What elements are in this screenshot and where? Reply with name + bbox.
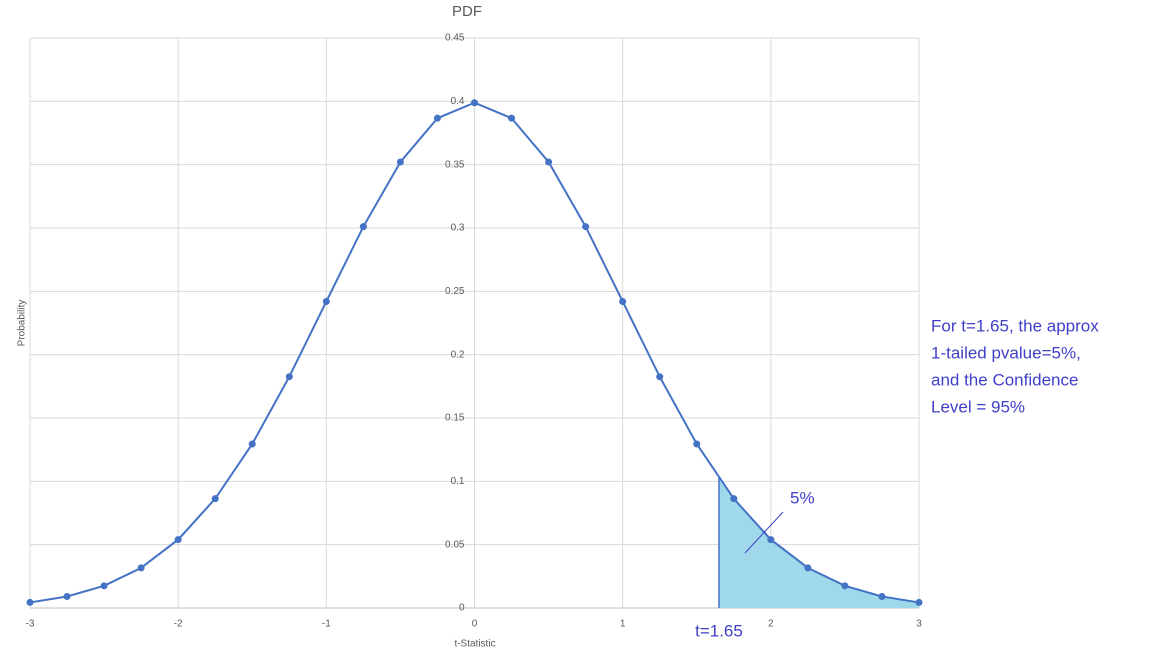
shaded-area — [718, 476, 919, 608]
area-label: 5% — [790, 488, 815, 507]
y-tick-label: 0.3 — [451, 223, 465, 234]
y-tick-label: 0.35 — [445, 159, 465, 170]
chart-title: PDF — [452, 3, 482, 20]
y-tick-label: 0.4 — [451, 96, 465, 107]
data-point — [322, 297, 330, 305]
data-point — [582, 223, 590, 231]
data-point — [285, 373, 293, 381]
shade-label: t=1.65 — [695, 621, 743, 640]
x-tick-label: 0 — [472, 619, 478, 630]
x-tick-label: -1 — [322, 619, 331, 630]
data-point — [508, 114, 516, 122]
y-tick-label: 0.1 — [451, 476, 465, 487]
data-point — [878, 592, 886, 600]
data-point — [100, 582, 108, 590]
data-point — [804, 564, 812, 572]
note-line: Level = 95% — [931, 397, 1025, 416]
data-point — [619, 297, 627, 305]
data-point — [433, 114, 441, 122]
x-tick-label: -2 — [174, 619, 183, 630]
note-line: 1-tailed pvalue=5%, — [931, 343, 1081, 362]
data-point — [174, 536, 182, 544]
x-tick-label: 3 — [916, 619, 922, 630]
y-tick-label: 0.45 — [445, 33, 465, 44]
data-point — [841, 582, 849, 590]
data-point — [396, 158, 404, 166]
data-point — [26, 598, 34, 606]
x-tick-label: 1 — [620, 619, 626, 630]
data-point — [545, 158, 553, 166]
data-point — [767, 536, 775, 544]
y-tick-label: 0.2 — [451, 349, 465, 360]
data-point — [359, 223, 367, 231]
data-point — [63, 592, 71, 600]
data-point — [471, 99, 478, 107]
y-tick-label: 0 — [459, 603, 465, 614]
data-point — [915, 598, 923, 606]
data-point — [656, 373, 664, 381]
note-line: and the Confidence — [931, 370, 1078, 389]
area-pointer — [744, 511, 784, 554]
x-tick-label: -3 — [26, 619, 35, 630]
data-point — [693, 440, 701, 448]
y-tick-label: 0.15 — [445, 413, 465, 424]
note-line: For t=1.65, the approx — [931, 316, 1099, 335]
y-tick-label: 0.05 — [445, 539, 465, 550]
y-tick-label: 0.25 — [445, 286, 465, 297]
x-tick-label: 2 — [768, 619, 774, 630]
data-point — [137, 564, 145, 572]
data-point — [248, 440, 256, 448]
y-axis-title: Probability — [17, 300, 28, 347]
x-axis-title: t-Statistic — [454, 639, 495, 650]
data-point — [730, 495, 738, 503]
data-point — [211, 495, 219, 503]
